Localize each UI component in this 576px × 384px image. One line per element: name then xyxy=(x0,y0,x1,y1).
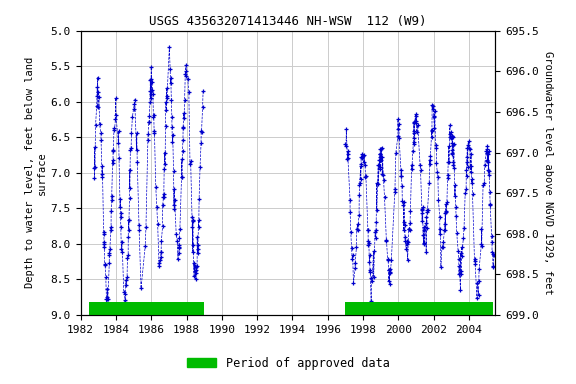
Bar xyxy=(346,302,492,315)
Legend: Period of approved data: Period of approved data xyxy=(182,352,394,374)
Y-axis label: Groundwater level above NGVD 1929, feet: Groundwater level above NGVD 1929, feet xyxy=(543,51,553,295)
Bar xyxy=(89,302,204,315)
Y-axis label: Depth to water level, feet below land
surface: Depth to water level, feet below land su… xyxy=(25,57,47,288)
Title: USGS 435632071413446 NH-WSW  112 (W9): USGS 435632071413446 NH-WSW 112 (W9) xyxy=(149,15,427,28)
